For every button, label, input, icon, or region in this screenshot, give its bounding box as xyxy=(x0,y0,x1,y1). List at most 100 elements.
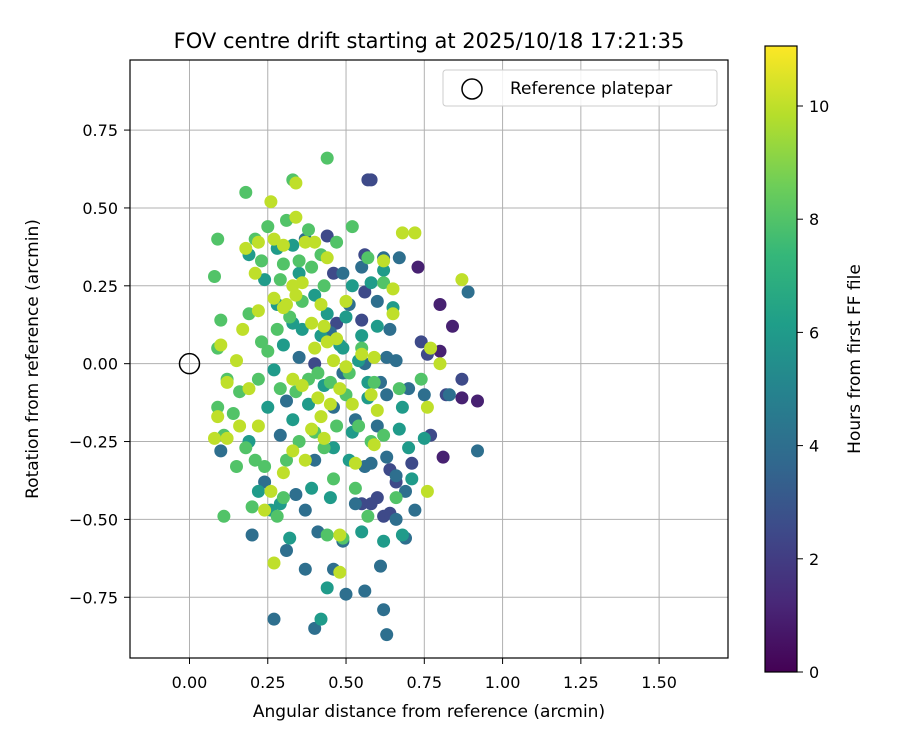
scatter-point xyxy=(226,407,240,420)
x-axis-label: Angular distance from reference (arcmin) xyxy=(253,702,605,722)
scatter-point xyxy=(264,484,278,498)
scatter-point xyxy=(261,344,275,358)
scatter-point xyxy=(364,173,378,187)
scatter-point xyxy=(289,488,303,501)
scatter-point xyxy=(330,419,344,433)
scatter-point xyxy=(336,266,350,280)
scatter-point xyxy=(261,400,275,414)
scatter-point xyxy=(258,273,272,287)
scatter-point xyxy=(355,347,369,361)
scatter-point xyxy=(330,235,344,249)
scatter-point xyxy=(446,319,459,333)
scatter-point xyxy=(276,238,290,252)
scatter-point xyxy=(323,397,337,411)
y-tick-label: −0.75 xyxy=(69,588,118,607)
scatter-point xyxy=(314,612,328,626)
scatter-point xyxy=(239,185,253,199)
scatter-point xyxy=(392,382,406,396)
scatter-point xyxy=(273,382,287,396)
scatter-point xyxy=(292,254,306,268)
y-tick-label: −0.25 xyxy=(69,433,118,452)
scatter-point xyxy=(289,210,303,224)
scatter-point xyxy=(323,491,337,505)
scatter-point xyxy=(377,603,391,617)
scatter-point xyxy=(298,562,312,576)
scatter-point xyxy=(333,565,347,579)
scatter-point xyxy=(389,354,403,368)
scatter-point xyxy=(364,388,378,402)
scatter-point xyxy=(333,528,347,542)
scatter-point xyxy=(273,428,287,442)
x-tick-label: 0.50 xyxy=(328,673,364,692)
scatter-point xyxy=(471,394,484,408)
scatter-point xyxy=(311,391,325,405)
scatter-point xyxy=(405,456,419,470)
scatter-point xyxy=(261,220,275,234)
scatter-point xyxy=(320,307,334,321)
colorbar-ticks: 0 2 4 6 8 10 xyxy=(797,97,829,682)
scatter-point xyxy=(395,226,409,240)
y-tick-label: 0.00 xyxy=(82,355,118,374)
scatter-point xyxy=(383,322,397,336)
scatter-point xyxy=(211,232,225,246)
scatter-point xyxy=(305,422,319,436)
scatter-point xyxy=(295,276,309,290)
legend-marker xyxy=(461,78,483,100)
scatter-point xyxy=(358,285,372,299)
scatter-point xyxy=(367,438,381,452)
scatter-point xyxy=(317,279,331,293)
colorbar-tick-label: 10 xyxy=(809,97,829,116)
scatter-point xyxy=(352,419,366,433)
scatter-point xyxy=(251,372,265,386)
scatter-point xyxy=(408,503,422,517)
scatter-point xyxy=(377,428,391,442)
scatter-point xyxy=(377,254,391,268)
scatter-point xyxy=(377,276,391,290)
scatter-point xyxy=(377,534,391,548)
scatter-point xyxy=(461,285,475,299)
scatter-point xyxy=(289,288,303,302)
scatter-point xyxy=(386,307,400,321)
scatter-point xyxy=(258,475,272,489)
legend: Reference platepar xyxy=(442,69,718,107)
scatter-point xyxy=(339,294,353,308)
legend-box xyxy=(442,69,718,107)
scatter-point xyxy=(317,319,331,333)
y-tick-label: 0.25 xyxy=(82,277,118,296)
scatter-point xyxy=(317,431,331,445)
scatter-point xyxy=(270,322,284,336)
scatter-point xyxy=(239,241,253,255)
scatter-point xyxy=(436,450,450,464)
x-tick-label: 1.50 xyxy=(641,673,677,692)
scatter-point xyxy=(255,335,268,349)
scatter-point xyxy=(408,226,422,240)
scatter-point xyxy=(345,220,359,234)
scatter-point xyxy=(242,382,256,396)
y-axis-label: Rotation from reference (arcmin) xyxy=(23,219,43,499)
scatter-point xyxy=(276,338,290,352)
scatter-point xyxy=(386,282,400,296)
scatter-point xyxy=(267,363,281,377)
scatter-point xyxy=(248,266,262,280)
scatter-point xyxy=(355,313,369,327)
scatter-point xyxy=(374,559,387,573)
x-tick-label: 1.25 xyxy=(563,673,599,692)
scatter-point xyxy=(236,322,250,336)
scatter-point xyxy=(251,419,265,433)
scatter-point xyxy=(208,270,221,283)
scatter-point xyxy=(239,441,253,455)
scatter-point xyxy=(323,375,337,389)
scatter-point xyxy=(211,410,225,424)
scatter-point xyxy=(361,251,375,265)
scatter-point xyxy=(245,500,259,514)
scatter-point xyxy=(455,273,469,287)
legend-label: Reference platepar xyxy=(510,79,672,99)
scatter-point xyxy=(230,460,243,473)
y-axis-ticks: −0.75 −0.50 −0.25 0.00 0.25 0.50 0.75 xyxy=(69,121,130,607)
scatter-point xyxy=(280,394,293,408)
scatter-point xyxy=(330,316,344,330)
scatter-point xyxy=(402,441,416,455)
scatter-point xyxy=(414,335,428,349)
scatter-point xyxy=(267,612,281,626)
scatter-point xyxy=(258,460,272,473)
